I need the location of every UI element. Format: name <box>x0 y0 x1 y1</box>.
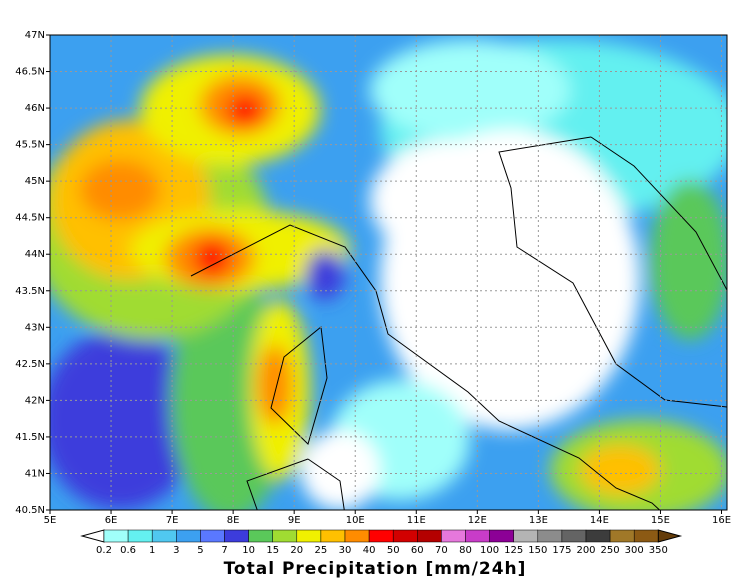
colorbar-swatch <box>344 529 370 543</box>
colorbar-label: 80 <box>459 545 472 556</box>
lat-tick-label: 47N <box>25 30 45 41</box>
colorbar-label: 350 <box>649 545 668 556</box>
colorbar-swatch <box>489 529 514 543</box>
colorbar-swatch <box>103 529 129 543</box>
colorbar-swatch <box>151 529 177 543</box>
colorbar-label: 175 <box>552 545 571 556</box>
lon-tick-label: 14E <box>590 515 609 526</box>
colorbar-label: 300 <box>625 545 644 556</box>
colorbar-swatch <box>176 529 201 543</box>
lat-tick-label: 45N <box>25 176 45 187</box>
lon-tick-label: 15E <box>651 515 670 526</box>
colorbar-swatch <box>320 529 346 543</box>
colorbar-label: 150 <box>528 545 547 556</box>
colorbar-label: 50 <box>387 545 400 556</box>
colorbar-arrow-high <box>657 529 683 543</box>
precipitation-field <box>50 35 727 510</box>
colorbar-label: 30 <box>339 545 352 556</box>
lat-tick-label: 45.5N <box>15 140 45 151</box>
colorbar-swatch <box>296 529 322 543</box>
colorbar-label: 1 <box>149 545 155 556</box>
lon-tick-label: 10E <box>346 515 365 526</box>
lat-tick-label: 44N <box>25 249 45 260</box>
lon-tick-label: 9E <box>288 515 301 526</box>
lon-tick-label: 16E <box>712 515 731 526</box>
colorbar-label: 40 <box>363 545 376 556</box>
lat-tick-label: 42N <box>25 395 45 406</box>
colorbar-label: 10 <box>242 545 255 556</box>
colorbar-swatch <box>392 529 418 543</box>
colorbar-swatch <box>441 529 466 543</box>
lat-tick-label: 41.5N <box>15 432 45 443</box>
lon-tick-label: 8E <box>227 515 240 526</box>
colorbar-label: 70 <box>435 545 448 556</box>
colorbar-label: 0.6 <box>120 545 136 556</box>
lat-tick-label: 43N <box>25 322 45 333</box>
colorbar-swatch <box>248 529 273 543</box>
colorbar-swatch <box>585 529 611 543</box>
colorbar-swatch <box>537 529 563 543</box>
colorbar-swatch <box>561 529 587 543</box>
colorbar-swatch <box>417 529 442 543</box>
colorbar-swatch <box>633 529 659 543</box>
colorbar-label: 200 <box>576 545 595 556</box>
lon-tick-label: 5E <box>44 515 57 526</box>
colorbar-label: 7 <box>221 545 227 556</box>
lon-tick-label: 6E <box>105 515 118 526</box>
lon-tick-label: 12E <box>468 515 487 526</box>
colorbar-label: 20 <box>290 545 303 556</box>
colorbar-label: 100 <box>480 545 499 556</box>
colorbar-label: 125 <box>504 545 523 556</box>
colorbar-swatch <box>127 529 153 543</box>
colorbar-label: 3 <box>173 545 179 556</box>
lat-tick-label: 46.5N <box>15 67 45 78</box>
colorbar-arrow-low <box>80 529 105 543</box>
lon-tick-label: 7E <box>166 515 179 526</box>
lon-tick-label: 13E <box>529 515 548 526</box>
lat-tick-label: 46N <box>25 103 45 114</box>
lat-tick-label: 41N <box>25 468 45 479</box>
colorbar-label: 15 <box>266 545 279 556</box>
colorbar-label: 0.2 <box>96 545 112 556</box>
colorbar-label: 25 <box>315 545 328 556</box>
colorbar-swatch <box>200 529 225 543</box>
lat-tick-label: 44.5N <box>15 213 45 224</box>
colorbar-swatch <box>513 529 539 543</box>
colorbar-swatch <box>272 529 298 543</box>
colorbar-label: 250 <box>601 545 620 556</box>
colorbar-label: 60 <box>411 545 424 556</box>
lat-tick-label: 43.5N <box>15 286 45 297</box>
colorbar-title: Total Precipitation [mm/24h] <box>224 559 527 579</box>
colorbar-label: 5 <box>197 545 203 556</box>
colorbar-swatch <box>224 529 249 543</box>
lat-tick-label: 40.5N <box>15 505 45 516</box>
lon-tick-label: 11E <box>407 515 426 526</box>
lat-tick-label: 42.5N <box>15 359 45 370</box>
colorbar-swatch <box>609 529 635 543</box>
colorbar-swatch <box>465 529 490 543</box>
map-frame <box>49 34 728 511</box>
colorbar-swatch <box>368 529 394 543</box>
